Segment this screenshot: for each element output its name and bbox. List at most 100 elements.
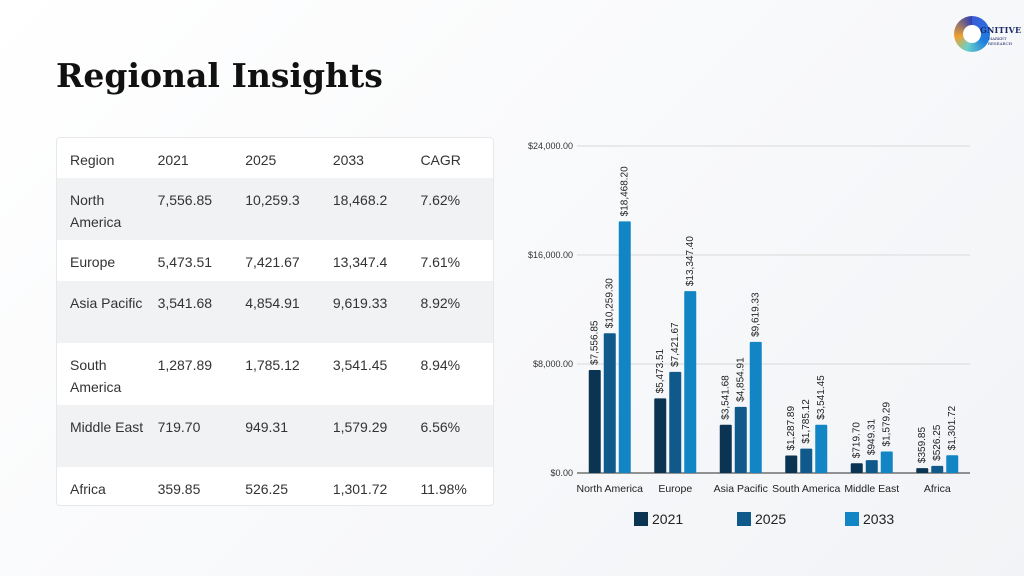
cell-2033: 1,301.72 [332,481,388,497]
bar-data-label: $949.31 [867,418,878,455]
legend-item: 2033 [845,511,894,527]
cell-cagr: 7.61% [420,254,461,270]
cell-2033: 1,579.29 [319,405,408,467]
cell-2021: 3,541.68 [144,281,233,343]
header-cagr: CAGR [420,152,461,168]
cell-2021: 1,287.89 [157,357,213,373]
chart-legend: 2021 2025 2033 [634,511,934,531]
cell-cagr: 6.56% [407,405,493,467]
x-tick-label: Africa [924,483,951,495]
bar-data-label: $5,473.51 [655,348,666,393]
regional-bar-chart: $0.00 $8,000.00 $16,000.00 $24,000.00 $7,556… [515,130,985,540]
logo-subtitle-line1: MARKET [988,36,1007,41]
bar-data-label: $359.85 [917,427,928,464]
header-2021: 2021 [157,152,189,168]
cell-2025: 526.25 [245,481,289,497]
cell-2021: 719.70 [144,405,233,467]
chart-svg: $0.00 $8,000.00 $16,000.00 $24,000.00 $7,556… [528,141,970,495]
legend-swatch-2033 [845,512,859,526]
bar [815,424,828,473]
bar-data-label: $9,619.33 [751,292,762,337]
bar-data-label: $719.70 [852,422,863,459]
x-tick-label: South America [772,483,840,495]
bar-data-label: $3,541.45 [816,375,827,420]
legend-item: 2025 [737,511,786,527]
bar [618,221,631,473]
bar [588,370,601,473]
logo-wordmark: GNITIVE [980,25,1022,35]
bar [669,371,682,473]
cell-region: Middle East [57,405,145,467]
legend-label: 2025 [755,511,787,527]
cell-cagr: 8.92% [407,281,493,343]
cell-region: North America [57,178,145,240]
cell-2021: 5,473.51 [157,254,213,270]
bar-data-label: $1,301.72 [947,405,958,450]
header-region: Region [70,152,115,168]
cell-2025: 4,854.91 [232,281,320,343]
y-tick-label: $8,000.00 [533,359,573,369]
x-tick-label: Asia Pacific [714,483,768,495]
y-tick-label: $24,000.00 [528,141,573,151]
bar [749,341,762,473]
bar-data-label: $10,259.30 [605,278,616,328]
bar-data-label: $13,347.40 [685,236,696,286]
cell-region: Europe [70,254,116,270]
bar [684,291,697,473]
bar-data-label: $3,541.68 [721,375,732,420]
bar [734,406,747,473]
page-title: Regional Insights [56,56,383,95]
bar-data-label: $7,556.85 [590,320,601,365]
table-row: Europe 5,473.51 7,421.67 13,347.4 7.61% [57,240,493,281]
cell-2025: 10,259.3 [232,178,320,240]
cell-region: Asia Pacific [57,281,145,343]
cell-cagr: 7.62% [407,178,493,240]
logo-subtitle-line2: RESEARCH [988,41,1013,46]
cell-2025: 1,785.12 [245,357,300,373]
y-tick-label: $0.00 [550,468,573,478]
cell-2033: 9,619.33 [319,281,408,343]
x-tick-label: Europe [658,483,692,495]
bar-data-label: $4,854.91 [736,357,747,402]
bar [865,460,878,473]
company-logo: GNITIVE MARKET RESEARCH [954,16,1021,54]
cell-2033: 18,468.2 [319,178,408,240]
table-header-row: Region 2021 2025 2033 CAGR [57,138,493,178]
cell-cagr: 11.98% [420,481,467,497]
bar [880,451,893,473]
x-tick-label: Middle East [844,483,899,495]
bar [946,455,959,473]
bar-data-label: $7,421.67 [670,322,681,367]
logo-subtitle: MARKET RESEARCH [988,36,1012,46]
table-row: Africa 359.85 526.25 1,301.72 11.98% [57,467,493,505]
cell-2021: 7,556.85 [144,178,233,240]
bar [785,455,798,473]
cell-2021: 359.85 [157,481,201,497]
cell-2025: 949.31 [232,405,320,467]
cell-region: South America [70,357,122,395]
cell-2025: 7,421.67 [245,254,300,270]
logo-mark-icon [954,16,990,52]
bar-data-label: $1,579.29 [882,402,893,447]
header-2025: 2025 [245,152,277,168]
bar-data-label: $526.25 [932,424,943,461]
y-tick-label: $16,000.00 [528,250,573,260]
bar-data-label: $1,287.89 [786,406,797,451]
bar [603,333,616,473]
cell-2033: 3,541.45 [332,357,388,373]
x-tick-label: North America [576,483,643,495]
bar [850,463,863,473]
bar [719,424,732,473]
bar-data-label: $18,468.20 [620,166,631,216]
table-row: South America 1,287.89 1,785.12 3,541.45… [57,343,493,405]
legend-label: 2021 [652,511,684,527]
legend-label: 2033 [863,511,895,527]
cell-region: Africa [70,481,106,497]
cell-cagr: 8.94% [420,357,461,373]
legend-swatch-2021 [634,512,648,526]
cell-2033: 13,347.4 [332,254,388,270]
table-row: Asia Pacific 3,541.68 4,854.91 9,619.33 … [57,281,493,343]
regional-data-table: Region 2021 2025 2033 CAGR North America… [56,137,494,506]
bar-data-label: $1,785.12 [801,399,812,444]
bar [931,465,944,473]
